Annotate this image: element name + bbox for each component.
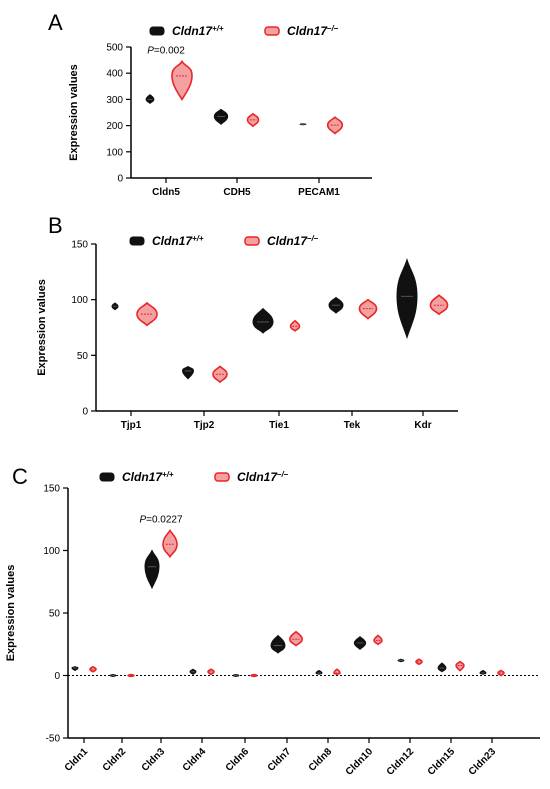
y-tick-label: 50 (77, 351, 89, 362)
legend-wt-label: Cldn17+/+ (172, 24, 224, 39)
legend-ko-label: Cldn17–/– (287, 24, 339, 39)
violin-ko (171, 59, 193, 101)
violin-ko (358, 298, 378, 320)
x-tick-label: Cldn3 (140, 746, 168, 774)
p-value-annotation: P=0.0227 (139, 515, 183, 526)
x-tick-label: Tek (344, 420, 361, 431)
p-value-annotation: P=0.002 (147, 45, 185, 56)
x-tick-label: Cldn6 (224, 746, 252, 774)
y-tick-label: -50 (46, 734, 61, 745)
legend-ko-swatch (214, 472, 230, 482)
x-tick-label: PECAM1 (298, 187, 340, 198)
y-tick-label: 0 (82, 407, 88, 418)
violin-ko (455, 660, 465, 672)
y-tick-label: 150 (71, 240, 88, 251)
y-tick-label: 200 (106, 121, 123, 132)
violin-ko (289, 630, 303, 647)
x-tick-label: Cldn5 (152, 187, 180, 198)
violin-ko (162, 528, 178, 559)
legend-wt-label: Cldn17+/+ (152, 234, 204, 249)
violin-wt (437, 662, 447, 673)
x-tick-label: Cldn1 (63, 746, 91, 774)
y-tick-label: 400 (106, 69, 123, 80)
x-tick-label: Cldn15 (426, 746, 458, 778)
violin-ko (289, 319, 301, 332)
violin-wt (315, 669, 323, 675)
y-tick-label: 0 (117, 174, 123, 185)
x-tick-label: Tjp1 (121, 420, 142, 431)
y-tick-label: 100 (106, 147, 123, 158)
y-tick-label: 150 (43, 484, 60, 495)
y-axis-label: Expression values (68, 64, 80, 161)
panel-letter: A (48, 10, 63, 35)
violin-wt (71, 666, 79, 672)
legend-ko-swatch (244, 236, 260, 246)
panel-A: A Cldn17+/+ Cldn17–/– 0 100 200 300 400 500 Expre… (48, 10, 372, 198)
x-tick-label: Cldn8 (307, 746, 335, 774)
violin-wt (252, 307, 274, 334)
violin-ko (373, 634, 383, 646)
violin-wt (181, 365, 195, 380)
panel-letter: B (48, 213, 63, 238)
y-tick-label: 100 (71, 295, 88, 306)
legend-ko-swatch (264, 26, 280, 36)
y-tick-label: 500 (106, 43, 123, 54)
x-tick-label: CDH5 (223, 187, 251, 198)
legend-wt-swatch (149, 26, 165, 36)
y-tick-label: 100 (43, 546, 60, 557)
legend-ko-label: Cldn17–/– (237, 470, 289, 485)
violin-wt (396, 257, 418, 340)
y-tick-label: 50 (49, 609, 61, 620)
legend-wt-label: Cldn17+/+ (122, 470, 174, 485)
panel-B: B Cldn17+/+ Cldn17–/– 0 50 100 150 Expression v… (36, 213, 458, 431)
y-tick-label: 300 (106, 95, 123, 106)
y-axis-label: Expression values (5, 565, 17, 662)
panel-letter: C (12, 464, 28, 489)
legend-wt-swatch (129, 236, 145, 246)
x-tick-label: Cldn23 (467, 746, 499, 778)
x-tick-label: Cldn12 (385, 746, 417, 778)
y-tick-label: 0 (54, 671, 60, 682)
violin-wt (144, 549, 160, 590)
x-tick-label: Cldn10 (344, 746, 376, 778)
x-tick-label: Cldn2 (101, 746, 129, 774)
legend-ko-label: Cldn17–/– (267, 234, 319, 249)
violin-wt (270, 634, 286, 654)
x-tick-label: Tjp2 (194, 420, 215, 431)
y-axis-label: Expression values (36, 279, 48, 376)
x-tick-label: Tie1 (269, 420, 289, 431)
violin-ko (429, 294, 449, 316)
x-tick-label: Cldn4 (181, 746, 209, 774)
panel-C: C Cldn17+/+ Cldn17–/– -50 0 50 100 150 Expressio… (5, 464, 540, 778)
legend-wt-swatch (99, 472, 115, 482)
violin-wt (479, 669, 487, 675)
x-tick-label: Kdr (414, 420, 431, 431)
x-tick-label: Cldn7 (266, 746, 294, 774)
